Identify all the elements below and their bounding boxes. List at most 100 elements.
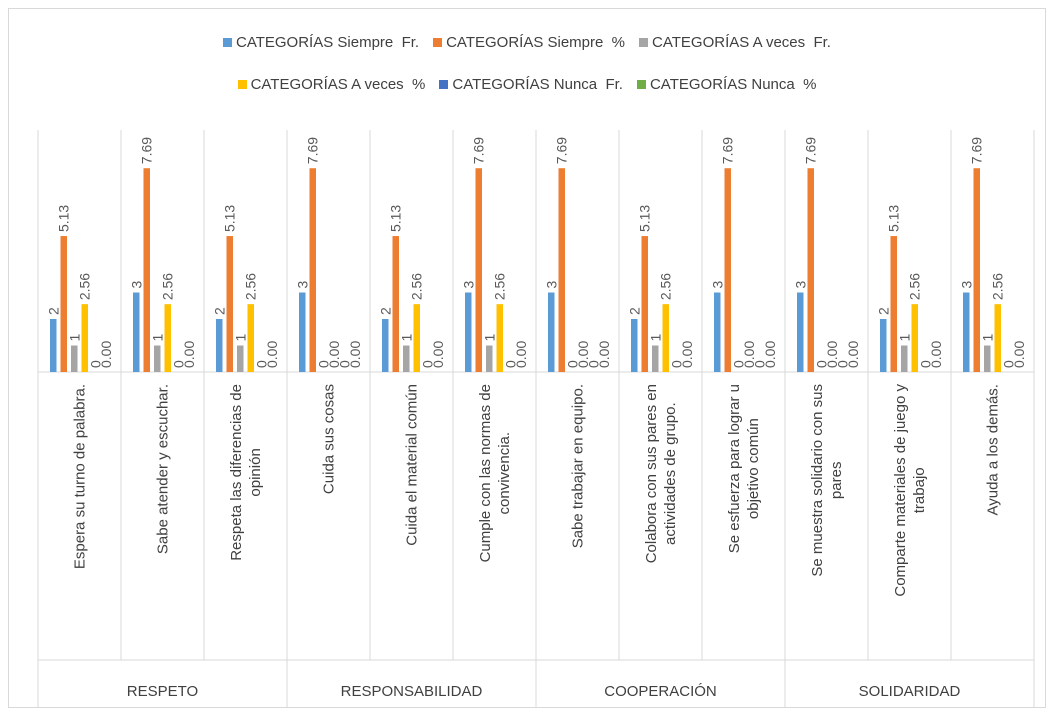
legend-item: CATEGORÍAS A veces %: [237, 76, 426, 93]
data-label: 7.69: [720, 137, 736, 164]
data-label: 0.00: [430, 341, 446, 368]
x-tick-label: Se esfuerza para lograr u objetivo común: [726, 384, 762, 553]
legend-item: CATEGORÍAS Siempre Fr.: [223, 34, 419, 51]
data-label: 0: [336, 360, 352, 368]
legend-label: CATEGORÍAS Nunca %: [649, 76, 817, 93]
data-label: 1: [979, 334, 995, 342]
bar: [465, 292, 472, 372]
bar: [558, 168, 565, 372]
data-label: 1: [481, 334, 497, 342]
bar: [216, 319, 223, 372]
x-tick-label-line: Comparte materiales de juego y: [892, 384, 909, 597]
bar: [963, 292, 970, 372]
legend-label: CATEGORÍAS Siempre Fr.: [236, 34, 420, 51]
data-label: 7.69: [305, 137, 321, 164]
bar: [984, 345, 991, 372]
data-label: 1: [232, 334, 248, 342]
bar: [714, 292, 721, 372]
legend-label: CATEGORÍAS Nunca Fr.: [452, 76, 623, 93]
bar: [247, 304, 254, 372]
bar: [807, 168, 814, 372]
group-label: RESPETO: [127, 683, 198, 700]
bar: [237, 345, 244, 372]
x-tick-label-line: pares: [828, 462, 845, 500]
data-label: 7.69: [969, 137, 985, 164]
legend-item: CATEGORÍAS A veces Fr.: [639, 34, 831, 51]
legend-label: CATEGORÍAS A veces %: [250, 76, 426, 93]
bar: [475, 168, 482, 372]
data-label: 2: [626, 307, 642, 315]
data-label: 1: [647, 334, 663, 342]
data-label: 0.00: [824, 341, 840, 368]
data-label: 0: [730, 360, 746, 368]
data-label: 0.00: [741, 341, 757, 368]
x-tick-label-line: Sabe trabajar en equipo.: [570, 384, 587, 548]
group-label: RESPONSABILIDAD: [341, 683, 483, 700]
data-label: 2: [45, 307, 61, 315]
data-label: 0: [315, 360, 331, 368]
x-tick-label: Cuida el material común: [404, 384, 421, 546]
data-label: 0: [1000, 360, 1016, 368]
bar: [143, 168, 150, 372]
data-label: 2.56: [492, 273, 508, 300]
data-label: 0: [87, 360, 103, 368]
bar: [631, 319, 638, 372]
x-tick-label: Ayuda a los demás.: [985, 384, 1002, 515]
data-label: 0.00: [596, 341, 612, 368]
data-label: 2: [875, 307, 891, 315]
legend-swatch: [636, 80, 646, 89]
data-label: 3: [543, 281, 559, 289]
bar: [486, 345, 493, 372]
x-tick-label: Comparte materiales de juego y trabajo: [892, 384, 928, 597]
data-label: 5.13: [56, 205, 72, 232]
bar: [911, 304, 918, 372]
legend-label: CATEGORÍAS Siempre %: [446, 34, 626, 51]
group-label: SOLIDARIDAD: [859, 683, 961, 700]
data-label: 0: [564, 360, 580, 368]
bar: [60, 236, 67, 372]
legend-swatch: [639, 38, 649, 47]
data-label: 2.56: [409, 273, 425, 300]
group-label: COOPERACIÓN: [604, 683, 717, 700]
x-tick-label: Sabe atender y escuchar.: [155, 384, 172, 554]
bar: [50, 319, 57, 372]
chart-border: [8, 8, 1046, 708]
data-label: 5.13: [637, 205, 653, 232]
bar: [392, 236, 399, 372]
data-label: 0: [917, 360, 933, 368]
x-tick-label-line: actividades de grupo.: [662, 402, 679, 545]
x-tick-label-line: Se muestra solidario con sus: [809, 384, 826, 577]
legend-row: CATEGORÍAS Siempre Fr. CATEGORÍAS Siempre…: [0, 34, 1054, 51]
data-label: 0: [751, 360, 767, 368]
data-label: 0: [834, 360, 850, 368]
x-tick-label-line: trabajo: [911, 467, 928, 513]
data-label: 0.00: [513, 341, 529, 368]
bar: [662, 304, 669, 372]
legend-swatch: [433, 38, 443, 47]
data-label: 0: [502, 360, 518, 368]
data-label: 0: [170, 360, 186, 368]
x-tick-label-line: opinión: [247, 448, 264, 496]
bar: [299, 292, 306, 372]
data-label: 3: [460, 281, 476, 289]
x-tick-label-line: Espera su turno de palabra.: [72, 384, 89, 569]
x-tick-label-line: convivencia.: [496, 432, 513, 515]
data-label: 3: [792, 281, 808, 289]
bar: [413, 304, 420, 372]
bar: [890, 236, 897, 372]
bar: [309, 168, 316, 372]
data-label: 3: [958, 281, 974, 289]
legend-swatch: [237, 80, 247, 89]
data-label: 2.56: [990, 273, 1006, 300]
data-label: 0.00: [845, 341, 861, 368]
data-label: 3: [294, 281, 310, 289]
bar: [71, 345, 78, 372]
x-tick-label-line: Se esfuerza para lograr u: [726, 384, 743, 553]
x-tick-label-line: Sabe atender y escuchar.: [155, 384, 172, 554]
data-label: 2.56: [243, 273, 259, 300]
x-tick-label-line: Ayuda a los demás.: [985, 384, 1002, 515]
x-tick-label: Sabe trabajar en equipo.: [570, 384, 587, 548]
data-label: 1: [398, 334, 414, 342]
